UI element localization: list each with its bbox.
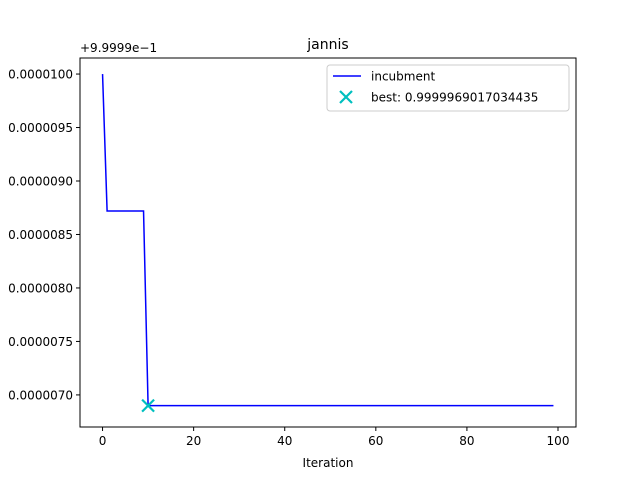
y-axis-ticks: 0.0000070 0.0000075 0.0000080 0.0000085 0.00… (8, 68, 80, 402)
x-tick-label: 20 (186, 434, 201, 448)
best-marker-stroke-b (141, 398, 155, 413)
x-tick-label: 80 (459, 434, 474, 448)
x-tick-label: 100 (547, 434, 570, 448)
y-tick-label: 0.0000075 (8, 335, 73, 349)
x-axis-label: Iteration (303, 456, 354, 470)
x-tick-label: 0 (99, 434, 107, 448)
legend-best-label: best: 0.9999969017034435 (371, 91, 538, 105)
y-tick-label: 0.0000085 (8, 228, 73, 242)
series-line-incubment (101, 74, 554, 407)
y-offset-label: +9.9999e−1 (80, 41, 157, 55)
x-tick-label: 40 (277, 434, 292, 448)
chart-title: jannis (306, 37, 348, 53)
legend-best-x (339, 90, 353, 104)
y-tick-label: 0.0000070 (8, 388, 73, 402)
legend-frame (326, 64, 570, 112)
y-tick-label: 0.0000080 (8, 281, 73, 295)
legend: incubment best: 0.9999969017034435 (326, 64, 570, 112)
best-marker (141, 398, 155, 413)
marker-layer (141, 398, 155, 413)
plot-area (79, 57, 577, 428)
y-tick-label: 0.0000090 (8, 175, 73, 189)
legend-incubment-label: incubment (371, 70, 435, 84)
axes-frame (79, 57, 577, 428)
y-tick-label: 0.0000095 (8, 121, 73, 135)
x-tick-label: 60 (368, 434, 383, 448)
legend-best-x-stroke-b (339, 90, 353, 104)
legend-best-marker (339, 90, 353, 104)
x-axis-ticks: 0 20 40 60 80 100 (99, 427, 570, 448)
series-layer (101, 74, 554, 407)
y-tick-label: 0.0000100 (8, 68, 73, 82)
